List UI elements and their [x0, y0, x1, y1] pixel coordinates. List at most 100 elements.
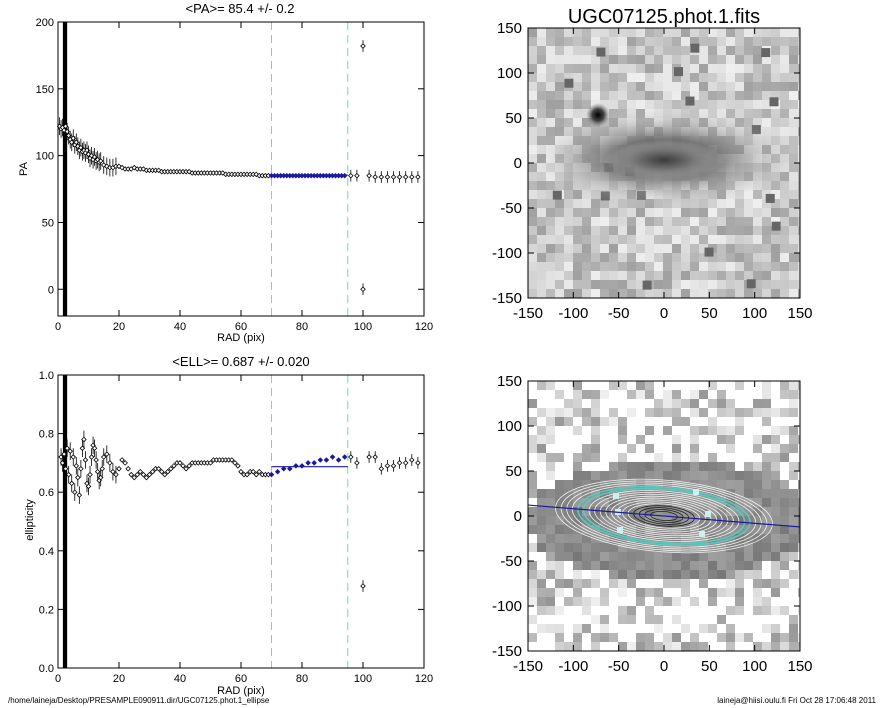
noise-pixel — [591, 199, 600, 208]
noise-pixel — [573, 109, 582, 118]
noise-pixel — [582, 561, 591, 570]
noise-pixel — [762, 64, 771, 73]
noise-pixel — [798, 226, 800, 235]
noise-pixel — [636, 64, 645, 73]
noise-pixel — [573, 289, 582, 298]
noise-pixel — [798, 289, 800, 298]
noise-pixel — [573, 543, 582, 552]
noise-pixel — [771, 480, 780, 489]
noise-pixel — [654, 408, 663, 417]
noise-pixel — [564, 525, 573, 534]
noise-pixel — [699, 579, 708, 588]
noise-pixel — [564, 552, 573, 561]
noise-pixel — [699, 570, 708, 579]
noise-pixel — [753, 55, 762, 64]
noise-pixel — [780, 199, 789, 208]
image-ticks: -150 -100 -50 0 50 100 150 -150 -100 -50 0 50 100 150 — [492, 20, 813, 322]
noise-pixel — [753, 280, 762, 289]
noise-pixel — [627, 46, 636, 55]
noise-pixel — [537, 217, 546, 226]
noise-pixel — [609, 37, 618, 46]
noise-pixel — [582, 453, 591, 462]
noise-pixel — [672, 633, 681, 642]
noise-pixel — [672, 408, 681, 417]
noise-pixel — [708, 46, 717, 55]
noise-pixel — [663, 55, 672, 64]
noise-pixel — [636, 498, 645, 507]
data-point — [75, 474, 81, 481]
noise-pixel — [780, 498, 789, 507]
noise-pixel — [546, 109, 555, 118]
noise-pixel — [708, 82, 717, 91]
data-point — [256, 468, 263, 475]
data-point — [323, 457, 330, 463]
data-point — [253, 471, 260, 478]
data-point — [341, 454, 348, 460]
noise-pixel — [780, 37, 789, 46]
noise-pixel — [798, 534, 800, 543]
noise-pixel — [735, 498, 744, 507]
noise-pixel — [537, 118, 546, 127]
noise-pixel — [699, 100, 708, 109]
noise-pixel — [663, 208, 672, 217]
noise-pixel — [573, 271, 582, 280]
data-point — [99, 465, 105, 472]
data-point — [415, 460, 421, 466]
noise-pixel — [681, 588, 690, 597]
noise-pixel — [672, 217, 681, 226]
noise-pixel — [546, 82, 555, 91]
noise-pixel — [627, 615, 636, 624]
noise-pixel — [744, 208, 753, 217]
noise-pixel — [708, 480, 717, 489]
noise-pixel — [618, 543, 627, 552]
noise-pixel — [690, 82, 699, 91]
noise-pixel — [528, 633, 537, 642]
noise-pixel — [582, 253, 591, 262]
noise-pixel — [690, 217, 699, 226]
noise-pixel — [654, 46, 663, 55]
noise-pixel — [744, 253, 753, 262]
noise-pixel — [555, 91, 564, 100]
data-point — [244, 471, 250, 478]
data-point — [72, 489, 78, 495]
noise-pixel — [618, 435, 627, 444]
noise-pixel — [600, 28, 609, 37]
noise-pixel — [528, 199, 537, 208]
noise-pixel — [609, 46, 618, 55]
noise-pixel — [699, 462, 708, 471]
noise-pixel — [699, 534, 708, 543]
noise-pixel — [726, 28, 735, 37]
noise-pixel — [753, 543, 762, 552]
noise-pixel — [618, 471, 627, 480]
noise-pixel — [627, 82, 636, 91]
noise-pixel — [672, 489, 681, 498]
noise-pixel — [699, 408, 708, 417]
noise-pixel — [789, 525, 798, 534]
center-bar — [62, 22, 68, 316]
noise-pixel — [798, 217, 800, 226]
noise-pixel — [609, 100, 618, 109]
noise-pixel — [798, 381, 800, 390]
noise-pixel — [654, 253, 663, 262]
noise-pixel — [798, 570, 800, 579]
noise-pixel — [771, 426, 780, 435]
data-point — [232, 460, 238, 466]
noise-pixel — [546, 498, 555, 507]
noise-pixel — [546, 253, 555, 262]
noise-pixel — [789, 28, 798, 37]
data-point — [177, 460, 183, 466]
noise-pixel — [600, 624, 609, 633]
noise-pixel — [753, 480, 762, 489]
noise-pixel — [753, 561, 762, 570]
noise-pixel — [555, 507, 564, 516]
noise-pixel — [753, 46, 762, 55]
noise-pixel — [600, 480, 609, 489]
noise-pixel — [582, 28, 591, 37]
noise-source — [690, 43, 700, 53]
noise-pixel — [573, 73, 582, 82]
noise-pixel — [600, 244, 609, 253]
noise-pixel — [645, 289, 654, 298]
noise-pixel — [726, 37, 735, 46]
noise-pixel — [789, 552, 798, 561]
noise-pixel — [609, 462, 618, 471]
